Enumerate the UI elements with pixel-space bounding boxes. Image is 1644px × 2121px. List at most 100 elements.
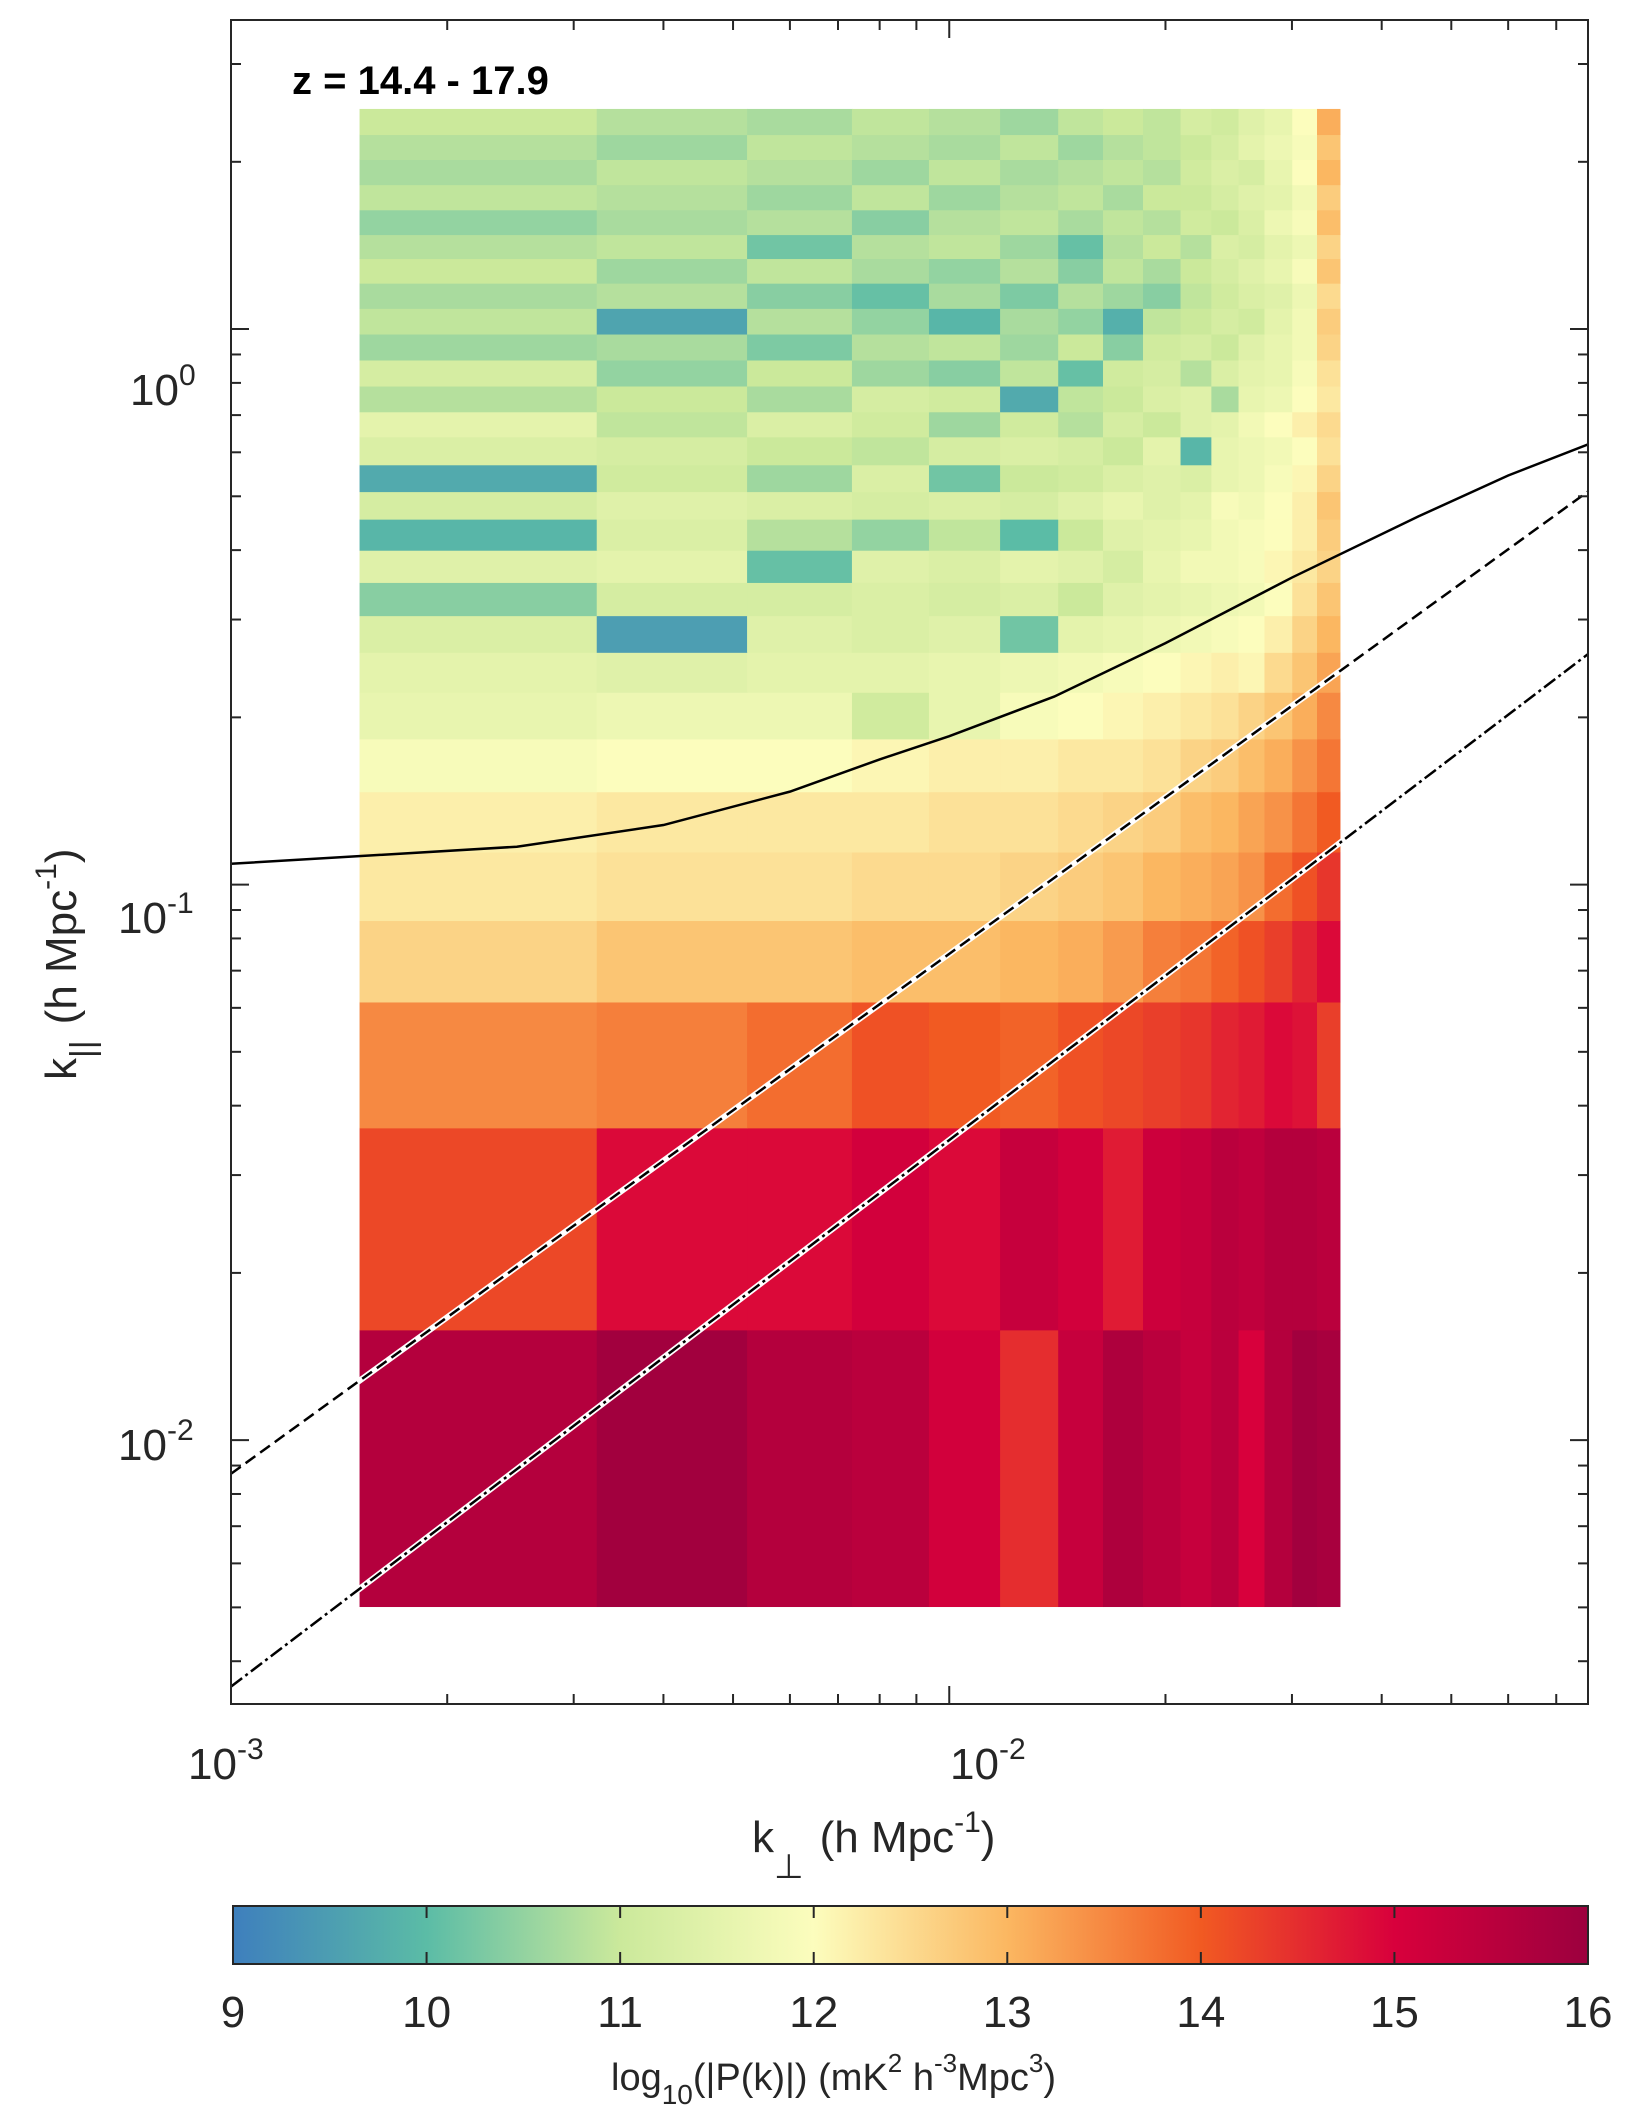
heatmap-cell	[1292, 491, 1318, 520]
heatmap-cell	[1103, 134, 1144, 161]
heatmap-cell	[851, 1001, 930, 1129]
heatmap-cell	[359, 582, 598, 617]
heatmap-cell	[851, 692, 930, 740]
heatmap-cell	[851, 1329, 930, 1608]
heatmap-cell	[1264, 920, 1293, 1003]
colorbar-tick-label: 9	[221, 1988, 245, 2037]
heatmap-cell	[928, 519, 1001, 551]
heatmap-cell	[1292, 308, 1318, 335]
heatmap-cell	[1238, 1001, 1266, 1129]
heatmap-cell	[851, 791, 930, 853]
heatmap-cell	[1317, 491, 1341, 520]
heatmap-cell	[596, 385, 748, 413]
heatmap-cell	[928, 1329, 1001, 1608]
colorbar-tick-labels: 9 10 11 12 13 14 15 16	[221, 1988, 1613, 2037]
heatmap-cell	[851, 184, 930, 211]
heatmap-cell	[1211, 1001, 1240, 1129]
dashed-wedge-line	[231, 490, 1588, 1475]
heatmap-cell	[1103, 692, 1144, 740]
plot-frame	[230, 19, 1589, 1705]
heatmap-cell	[1000, 791, 1059, 853]
heatmap-cell	[1058, 385, 1104, 413]
heatmap-cell	[1058, 791, 1104, 853]
heatmap-cell	[1211, 615, 1240, 653]
heatmap-cell	[851, 1127, 930, 1331]
heatmap-cell	[1238, 519, 1266, 551]
heatmap-cell	[851, 234, 930, 260]
heatmap-cell	[596, 411, 748, 438]
heatmap-cell	[1103, 738, 1144, 793]
heatmap-cell	[596, 333, 748, 361]
heatmap-cell	[1058, 411, 1104, 438]
heatmap-cell	[851, 582, 930, 617]
heatmap-cell	[1211, 1127, 1240, 1331]
heatmap-cell	[1058, 184, 1104, 211]
y-axis-label: k||(h Mpc-1)	[30, 849, 102, 1081]
heatmap-cell	[1211, 1329, 1240, 1608]
heatmap-cell	[1180, 209, 1212, 236]
heatmap-cell	[359, 108, 598, 136]
heatmap-cell	[1264, 283, 1293, 309]
heatmap-cell	[1000, 209, 1059, 236]
colorbar-tick-label: 15	[1370, 1988, 1419, 2037]
colorbar-tick-label: 11	[597, 1988, 643, 2037]
heatmap-cell	[928, 283, 1001, 309]
heatmap-cell	[1180, 108, 1212, 136]
heatmap-cell	[1103, 550, 1144, 583]
heatmap-cell	[1264, 791, 1293, 853]
heatmap-cell	[1211, 308, 1240, 335]
heatmap-cell	[1058, 108, 1104, 136]
heatmap-cell	[1000, 738, 1059, 793]
heatmap-cell	[1211, 582, 1240, 617]
heatmap-cell	[1264, 436, 1293, 466]
heatmap-cell	[1058, 615, 1104, 653]
heatmap-cell	[359, 411, 598, 438]
heatmap-cell	[1058, 652, 1104, 693]
x-axis-label: k⊥(h Mpc-1)	[752, 1806, 995, 1886]
heatmap-cell	[1058, 1001, 1104, 1129]
heatmap-cell	[1317, 258, 1341, 284]
heatmap-cell	[1143, 359, 1182, 387]
heatmap-cell	[928, 791, 1001, 853]
heatmap-cell	[1317, 1329, 1341, 1608]
heatmap-cell	[928, 1127, 1001, 1331]
heatmap-cell	[1211, 436, 1240, 466]
heatmap-cell	[1292, 258, 1318, 284]
heatmap-cell	[1103, 920, 1144, 1003]
heatmap-cell	[1211, 359, 1240, 387]
heatmap-cell	[1292, 436, 1318, 466]
heatmap-cell	[1180, 308, 1212, 335]
heatmap-cell	[1317, 738, 1341, 793]
heatmap-cell	[1180, 234, 1212, 260]
heatmap-cell	[1103, 1001, 1144, 1129]
heatmap-cell	[1238, 209, 1266, 236]
heatmap-cell	[928, 258, 1001, 284]
heatmap-cell	[1180, 283, 1212, 309]
heatmap-cell	[1264, 134, 1293, 161]
heatmap-cell	[1264, 258, 1293, 284]
heatmap-cell	[1264, 1127, 1293, 1331]
heatmap-cell	[1211, 652, 1240, 693]
heatmap-cell	[1238, 184, 1266, 211]
heatmap-cell	[596, 283, 748, 309]
heatmap-cell	[1000, 550, 1059, 583]
heatmap-cell	[1058, 258, 1104, 284]
heatmap-cell	[1264, 234, 1293, 260]
heatmap-cell	[1058, 359, 1104, 387]
heatmap-cell	[1317, 134, 1341, 161]
heatmap-cell	[1103, 209, 1144, 236]
heatmap-cell	[1000, 159, 1059, 186]
heatmap-cell	[851, 491, 930, 520]
heatmap-cell	[1103, 385, 1144, 413]
heatmap-cell	[851, 308, 930, 335]
heatmap-cell	[1292, 159, 1318, 186]
y-tick-labels: 100 10-1 10-2	[118, 359, 196, 1470]
heatmap-cell	[1000, 283, 1059, 309]
heatmap-cell	[1264, 464, 1293, 493]
heatmap-cell	[359, 234, 598, 260]
heatmap-cell	[1180, 519, 1212, 551]
heatmap-cell	[1238, 1329, 1266, 1608]
heatmap-cell	[1317, 436, 1341, 466]
heatmap-cell	[1058, 738, 1104, 793]
heatmap-cell	[1000, 385, 1059, 413]
